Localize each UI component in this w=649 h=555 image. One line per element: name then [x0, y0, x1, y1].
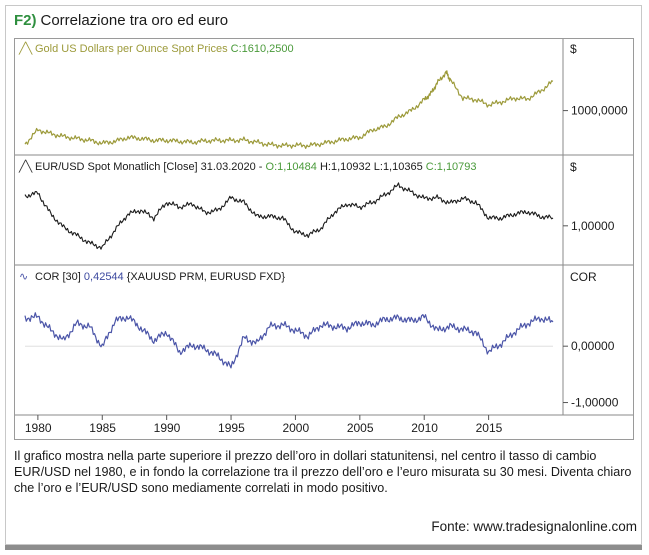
eurusd-legend-icon: ╱╲: [18, 159, 34, 173]
series-layer: [24, 70, 554, 369]
x-tick-label: 2015: [476, 421, 503, 435]
cor-legend: COR [30] 0,42544 {XAUUSD PRM, EURUSD FXD…: [35, 271, 285, 283]
eurusd-tick-label: 1,00000: [571, 219, 615, 233]
x-tick-label: 1990: [154, 421, 181, 435]
tick-layer: 1000,0000 1,00000 0,00000 -1,00000 1980 1985 1…: [25, 104, 628, 435]
x-tick-label: 1980: [25, 421, 52, 435]
eurusd-legend-open: O:1,10484: [266, 161, 317, 173]
gold-legend-icon: ╱╲: [18, 41, 34, 55]
chart-container: ╱╲ Gold US Dollars per Ounce Spot Prices…: [14, 38, 634, 440]
eurusd-series-line: [24, 182, 554, 250]
gold-legend-label: Gold US Dollars per Ounce Spot Prices: [35, 43, 228, 55]
eurusd-legend: EUR/USD Spot Monatlich [Close] 31.03.202…: [35, 161, 477, 173]
x-tick-label: 2010: [411, 421, 438, 435]
eurusd-legend-hl: H:1,10932 L:1,10365: [317, 161, 426, 173]
source-credit: Fonte: www.tradesignalonline.com: [431, 519, 637, 534]
x-tick-label: 1985: [89, 421, 116, 435]
figure-title-text: Correlazione tra oro ed euro: [40, 12, 229, 29]
cor-series-line: [24, 312, 554, 369]
figure-label: F2): [14, 12, 37, 29]
eurusd-legend-close: C:1,10793: [426, 161, 477, 173]
x-tick-label: 2000: [282, 421, 309, 435]
eurusd-unit-label: $: [570, 160, 577, 174]
cor-tick-label: 0,00000: [571, 339, 615, 353]
gold-tick-label: 1000,0000: [571, 104, 628, 118]
gold-unit-label: $: [570, 42, 577, 56]
figure-title: F2) Correlazione tra oro ed euro: [14, 12, 228, 29]
chart-svg: ╱╲ Gold US Dollars per Ounce Spot Prices…: [15, 39, 633, 435]
figure-caption: Il grafico mostra nella parte superiore …: [14, 449, 632, 495]
gold-legend-value: C:1610,2500: [231, 43, 294, 55]
eurusd-legend-label: EUR/USD Spot Monatlich [Close] 31.03.202…: [35, 161, 266, 173]
x-tick-label: 1995: [218, 421, 245, 435]
cor-legend-value: 0,42544: [84, 271, 124, 283]
cor-unit-label: COR: [570, 270, 597, 284]
x-tick-label: 2005: [347, 421, 374, 435]
cor-legend-label: COR [30]: [35, 271, 84, 283]
cor-tick-label: -1,00000: [571, 396, 619, 410]
gold-legend: Gold US Dollars per Ounce Spot Prices C:…: [35, 43, 294, 55]
cor-legend-suffix: {XAUUSD PRM, EURUSD FXD}: [124, 271, 286, 283]
cor-legend-icon: ∿: [19, 271, 28, 283]
bottom-bar: [5, 545, 642, 550]
gold-series-line: [24, 70, 554, 149]
